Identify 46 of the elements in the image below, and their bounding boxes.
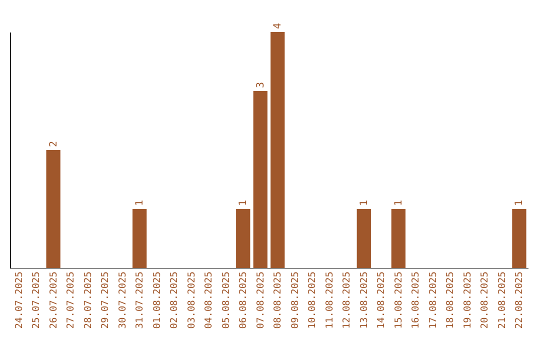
- x-tick-label: 26.07.2025: [48, 272, 60, 329]
- x-tick-label: 16.08.2025: [410, 272, 422, 329]
- x-tick-label: 24.07.2025: [14, 272, 25, 329]
- x-tick-label: 05.08.2025: [220, 272, 232, 329]
- bar: [46, 150, 60, 268]
- x-tick-label: 27.07.2025: [66, 272, 77, 329]
- x-tick-label: 06.08.2025: [238, 272, 250, 329]
- x-tick-label: 01.08.2025: [152, 272, 163, 329]
- x-tick-label: 03.08.2025: [186, 272, 198, 329]
- data-label: 2: [48, 140, 60, 147]
- x-tick-label: 04.08.2025: [204, 272, 215, 329]
- x-tick-label: 09.08.2025: [290, 272, 301, 329]
- bar: [253, 91, 268, 268]
- x-tick-label: 08.08.2025: [272, 272, 284, 329]
- x-tick-label: 21.08.2025: [496, 272, 508, 329]
- x-tick-label: 12.08.2025: [342, 272, 353, 329]
- data-label: 3: [255, 82, 266, 88]
- data-label: 1: [514, 200, 526, 206]
- x-tick-label: 31.07.2025: [134, 272, 146, 329]
- x-tick-label: 22.08.2025: [514, 272, 526, 329]
- bar: [236, 209, 250, 268]
- bar: [132, 209, 147, 268]
- data-label: 1: [358, 200, 370, 206]
- x-tick-label: 30.07.2025: [117, 272, 128, 329]
- x-tick-label: 07.08.2025: [255, 272, 266, 329]
- bar: [391, 209, 406, 268]
- data-label: 4: [272, 22, 284, 29]
- x-tick-label: 18.08.2025: [445, 272, 456, 329]
- x-tick-label: 17.08.2025: [428, 272, 439, 329]
- bar: [270, 32, 285, 268]
- x-tick-label: 20.08.2025: [480, 272, 491, 329]
- x-tick-label: 28.07.2025: [82, 272, 94, 329]
- bar: [512, 209, 526, 268]
- x-tick-label: 15.08.2025: [393, 272, 404, 329]
- data-label: 1: [134, 200, 146, 206]
- data-label: 1: [393, 200, 404, 206]
- x-tick-label: 29.07.2025: [100, 272, 112, 329]
- data-label: 1: [238, 200, 250, 206]
- x-tick-label: 25.07.2025: [31, 272, 42, 329]
- x-tick-label: 19.08.2025: [462, 272, 474, 329]
- bar: [356, 209, 371, 268]
- x-tick-label: 10.08.2025: [307, 272, 318, 329]
- x-tick-label: 13.08.2025: [358, 272, 370, 329]
- x-tick-label: 02.08.2025: [169, 272, 180, 329]
- x-tick-label: 11.08.2025: [324, 272, 336, 329]
- x-tick-label: 14.08.2025: [376, 272, 388, 329]
